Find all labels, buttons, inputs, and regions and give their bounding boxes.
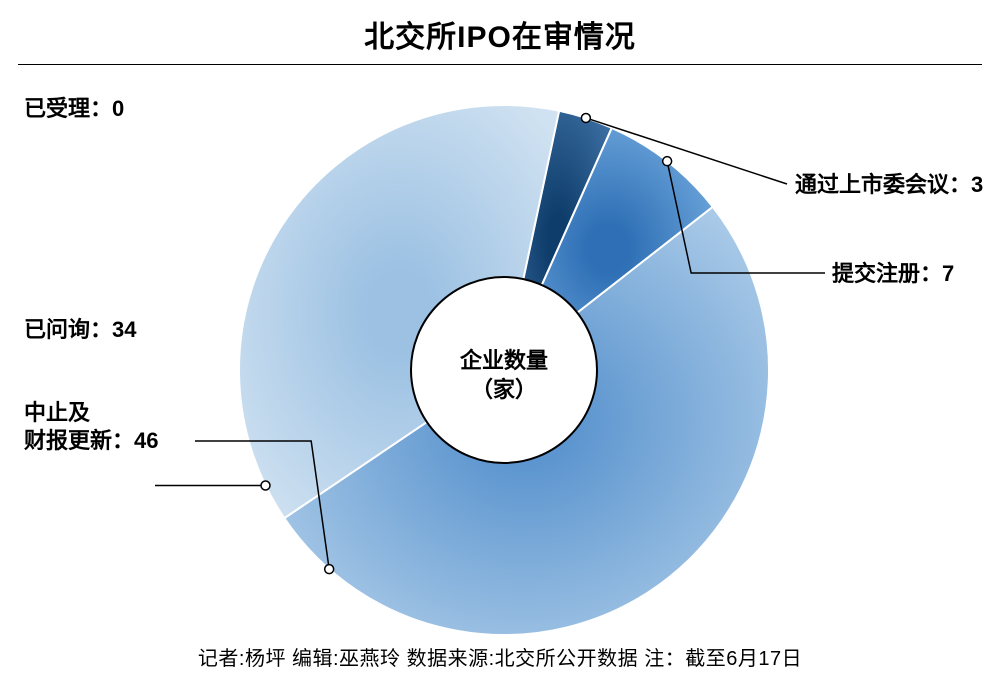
label-accepted: 已受理：0 xyxy=(24,95,124,123)
center-label: 企业数量 （家） xyxy=(454,347,554,404)
chart-area: 已受理：0 通过上市委会议：3 提交注册：7 已问询：34 中止及 财报更新：4… xyxy=(0,65,1000,645)
chart-title: 北交所IPO在审情况 xyxy=(0,0,1000,56)
center-label-line2: （家） xyxy=(471,377,537,402)
label-submitted: 提交注册：7 xyxy=(832,260,954,288)
label-suspended-line2: 财报更新：46 xyxy=(24,428,158,453)
label-inquired: 已问询：34 xyxy=(24,316,136,344)
label-suspended-line1: 中止及 xyxy=(24,400,90,425)
label-suspended: 中止及 财报更新：46 xyxy=(24,399,158,454)
chart-footer: 记者:杨坪 编辑:巫燕玲 数据来源:北交所公开数据 注：截至6月17日 xyxy=(0,642,1000,671)
center-label-line1: 企业数量 xyxy=(460,348,548,373)
label-passed: 通过上市委会议：3 xyxy=(795,171,983,199)
